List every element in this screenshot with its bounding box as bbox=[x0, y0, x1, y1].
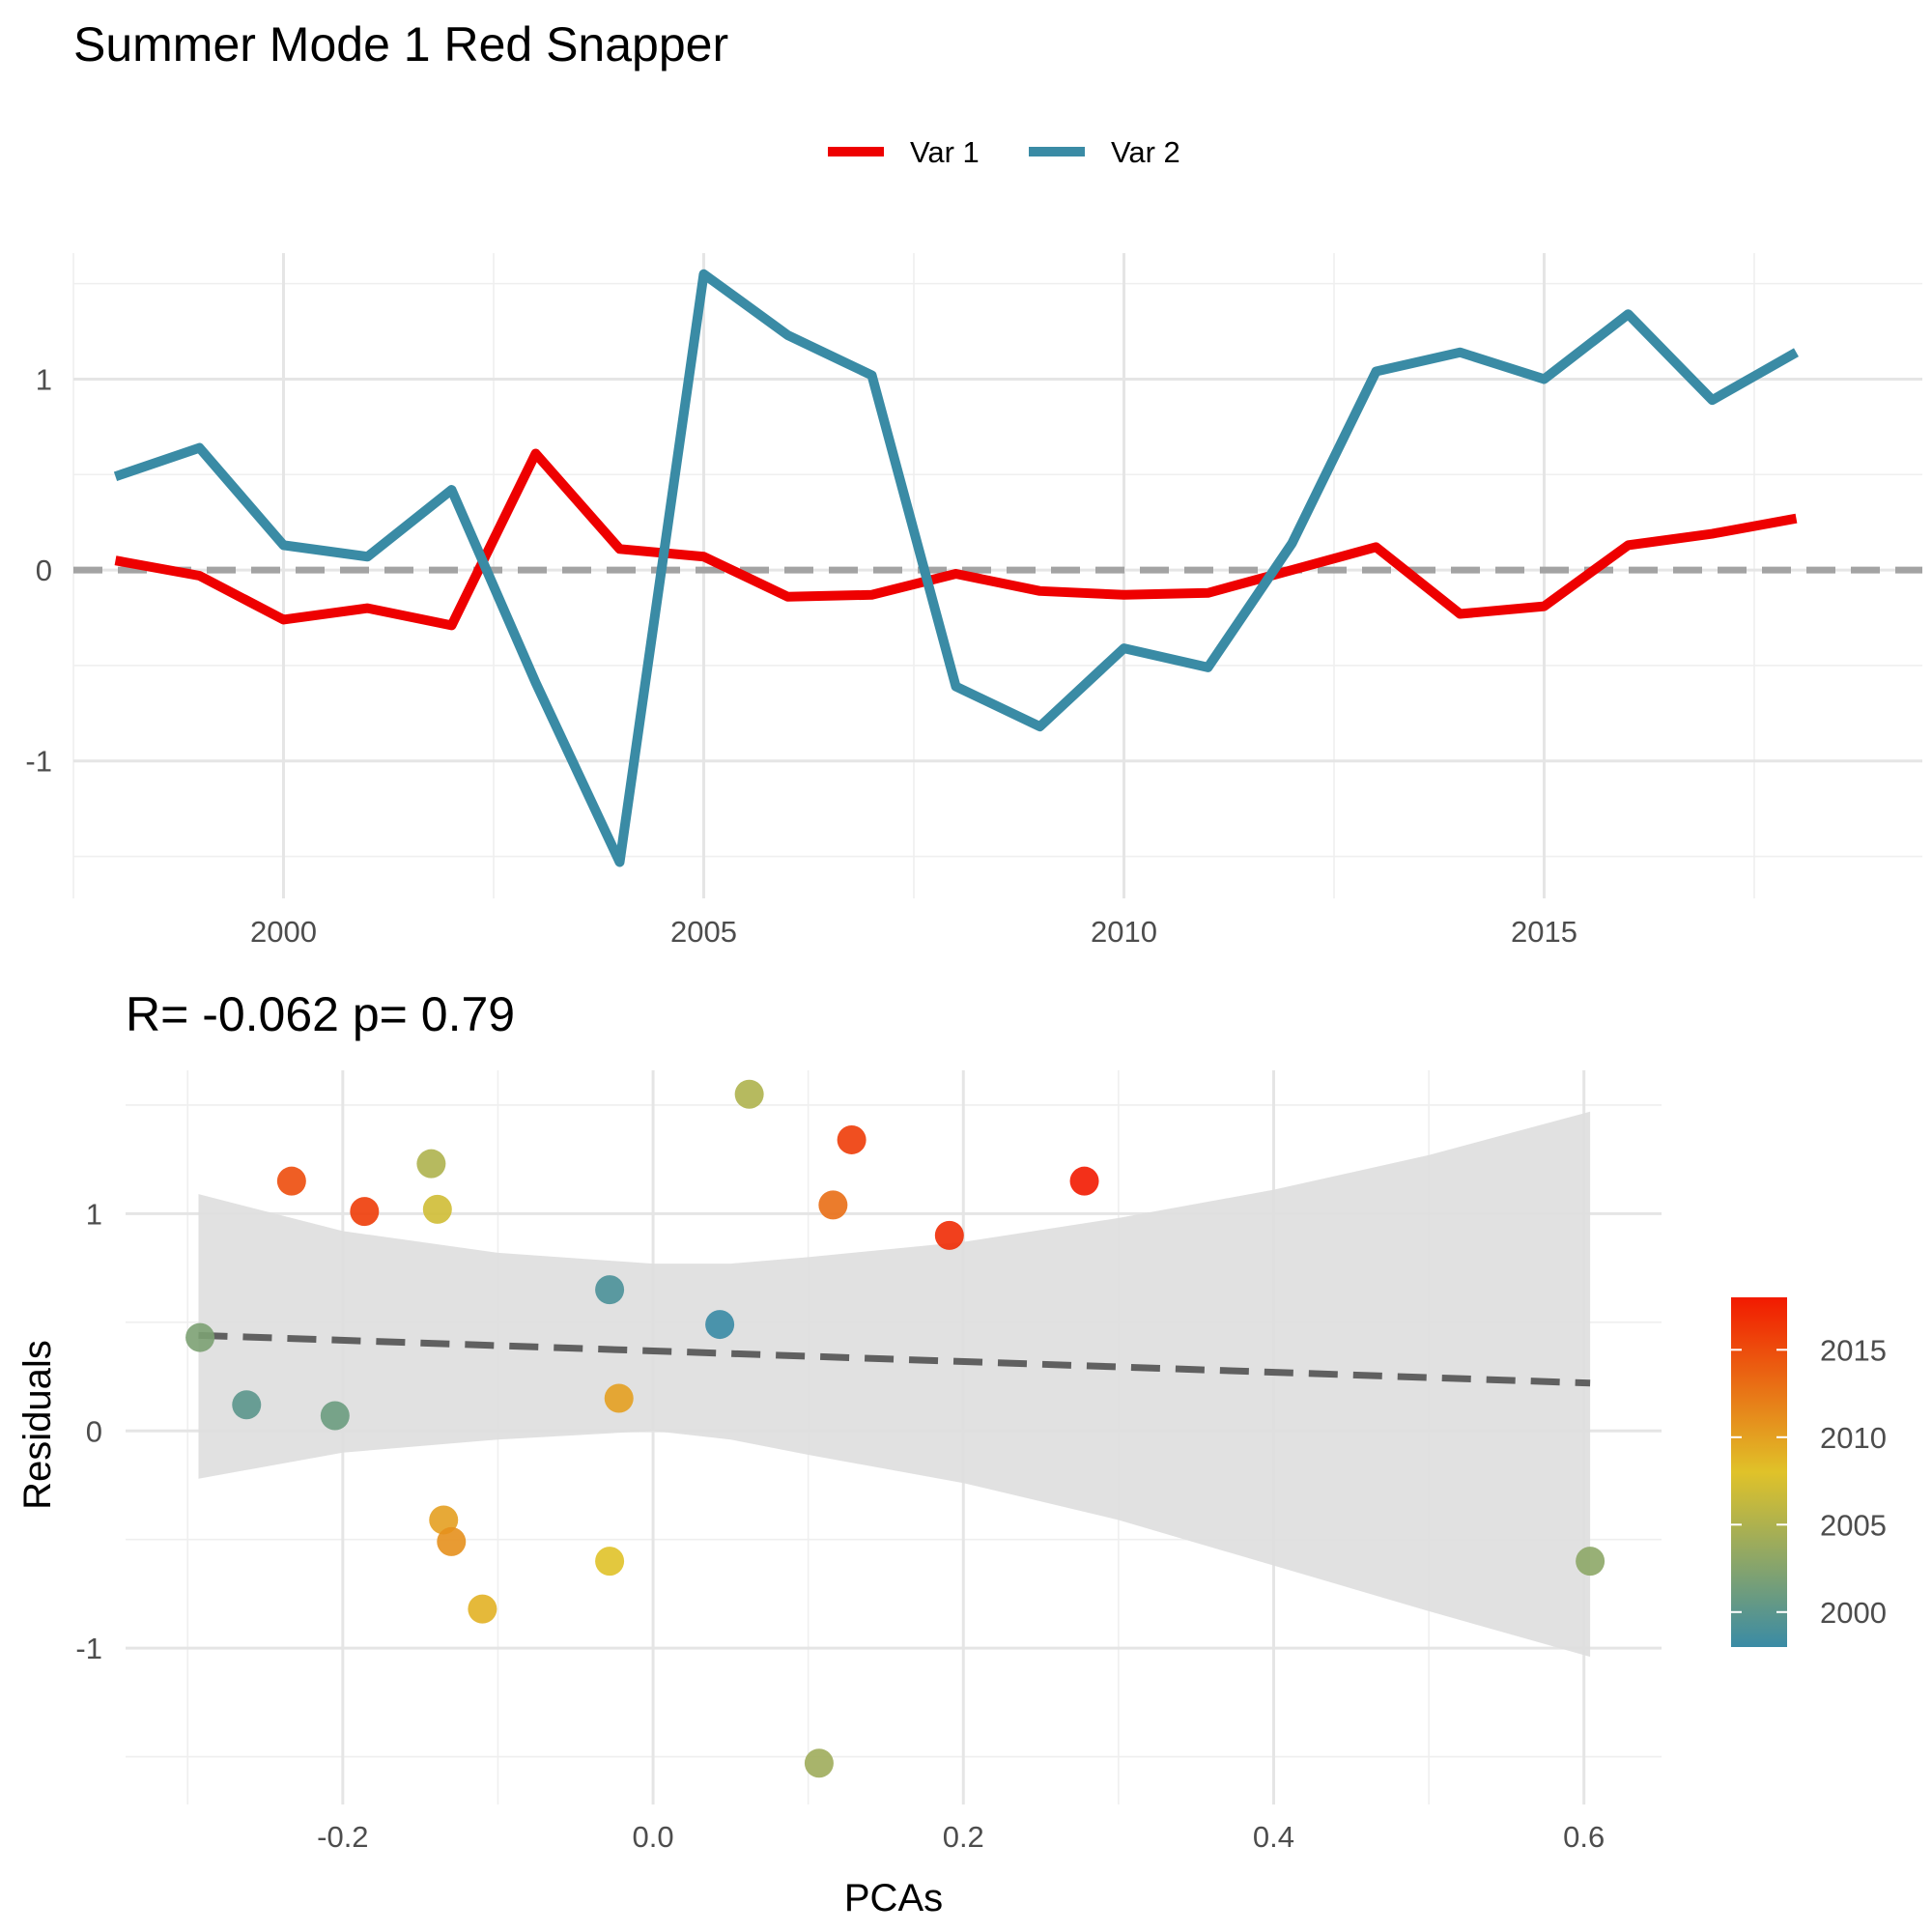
bottom-x-tick-label: 0.6 bbox=[1563, 1820, 1605, 1854]
scatter-point bbox=[1576, 1547, 1605, 1577]
scatter-point bbox=[934, 1220, 964, 1250]
top-line-panel: 2000 2005 2010 2015 -1 0 1 bbox=[25, 253, 1922, 949]
year-color-legend: 2000 2005 2010 2015 bbox=[1731, 1297, 1887, 1647]
top-y-tick-label: 1 bbox=[36, 362, 52, 396]
scatter-point bbox=[604, 1383, 634, 1413]
series-line-var1 bbox=[114, 448, 1798, 631]
top-y-tick-labels: -1 0 1 bbox=[25, 362, 52, 778]
series-line-var2 bbox=[113, 269, 1799, 867]
colorbar-gradient bbox=[1731, 1297, 1787, 1647]
colorbar-tick-label: 2000 bbox=[1820, 1596, 1887, 1630]
top-x-tick-label: 2010 bbox=[1091, 915, 1157, 949]
scatter-point bbox=[185, 1322, 215, 1352]
top-y-tick-label: -1 bbox=[25, 745, 52, 779]
top-series-lines bbox=[113, 269, 1799, 867]
bottom-x-tick-labels: -0.2 0.0 0.2 0.4 0.6 bbox=[317, 1820, 1605, 1854]
y-axis-title: Residuals bbox=[16, 1340, 59, 1510]
bottom-x-tick-label: -0.2 bbox=[317, 1820, 368, 1854]
chart-title: Summer Mode 1 Red Snapper bbox=[73, 17, 728, 71]
scatter-point bbox=[276, 1166, 306, 1196]
scatter-point bbox=[416, 1149, 446, 1179]
x-axis-title: PCAs bbox=[844, 1877, 943, 1919]
scatter-point bbox=[350, 1197, 380, 1227]
scatter-point bbox=[422, 1194, 452, 1224]
scatter-point bbox=[437, 1526, 467, 1556]
scatter-point bbox=[837, 1124, 867, 1154]
bottom-y-tick-label: 1 bbox=[86, 1197, 102, 1231]
bottom-x-tick-label: 0.4 bbox=[1253, 1820, 1294, 1854]
top-x-tick-labels: 2000 2005 2010 2015 bbox=[250, 915, 1577, 949]
legend-label-var1: Var 1 bbox=[910, 135, 980, 169]
scatter-point bbox=[468, 1594, 497, 1624]
colorbar-tick-label: 2005 bbox=[1820, 1508, 1887, 1542]
top-legend: Var 1 Var 2 bbox=[828, 135, 1180, 169]
top-x-tick-label: 2015 bbox=[1511, 915, 1577, 949]
confidence-ribbon bbox=[198, 1111, 1591, 1658]
top-x-tick-label: 2000 bbox=[250, 915, 317, 949]
bottom-y-tick-labels: -1 0 1 bbox=[75, 1197, 102, 1665]
bottom-x-tick-label: 0.0 bbox=[633, 1820, 674, 1854]
scatter-point bbox=[232, 1390, 262, 1420]
scatter-point bbox=[595, 1547, 625, 1577]
top-gridlines bbox=[72, 253, 1922, 898]
scatter-point bbox=[1069, 1166, 1099, 1196]
bottom-x-tick-label: 0.2 bbox=[943, 1820, 984, 1854]
bottom-y-tick-label: -1 bbox=[75, 1632, 102, 1665]
scatter-point bbox=[320, 1401, 350, 1431]
scatter-point bbox=[804, 1748, 834, 1778]
bottom-scatter-panel: -0.2 0.0 0.2 0.4 0.6 -1 0 1 bbox=[75, 1070, 1662, 1854]
confidence-ribbon-area bbox=[198, 1111, 1591, 1658]
colorbar-tick-label: 2010 bbox=[1820, 1421, 1887, 1455]
scatter-point bbox=[734, 1079, 764, 1109]
top-x-tick-label: 2005 bbox=[670, 915, 737, 949]
top-y-tick-label: 0 bbox=[36, 554, 52, 587]
scatter-point bbox=[595, 1275, 625, 1305]
scatter-point bbox=[705, 1310, 735, 1340]
colorbar-tick-label: 2015 bbox=[1820, 1333, 1887, 1367]
colorbar-ticks: 2000 2005 2010 2015 bbox=[1731, 1333, 1887, 1630]
bottom-y-tick-label: 0 bbox=[86, 1414, 102, 1448]
regression-line bbox=[198, 1331, 1591, 1387]
scatter-point bbox=[818, 1190, 848, 1220]
regression-fit-line bbox=[198, 1331, 1591, 1387]
scatter-subtitle: R= -0.062 p= 0.79 bbox=[126, 987, 515, 1041]
scatter-points bbox=[185, 1079, 1605, 1778]
legend-label-var2: Var 2 bbox=[1111, 135, 1180, 169]
